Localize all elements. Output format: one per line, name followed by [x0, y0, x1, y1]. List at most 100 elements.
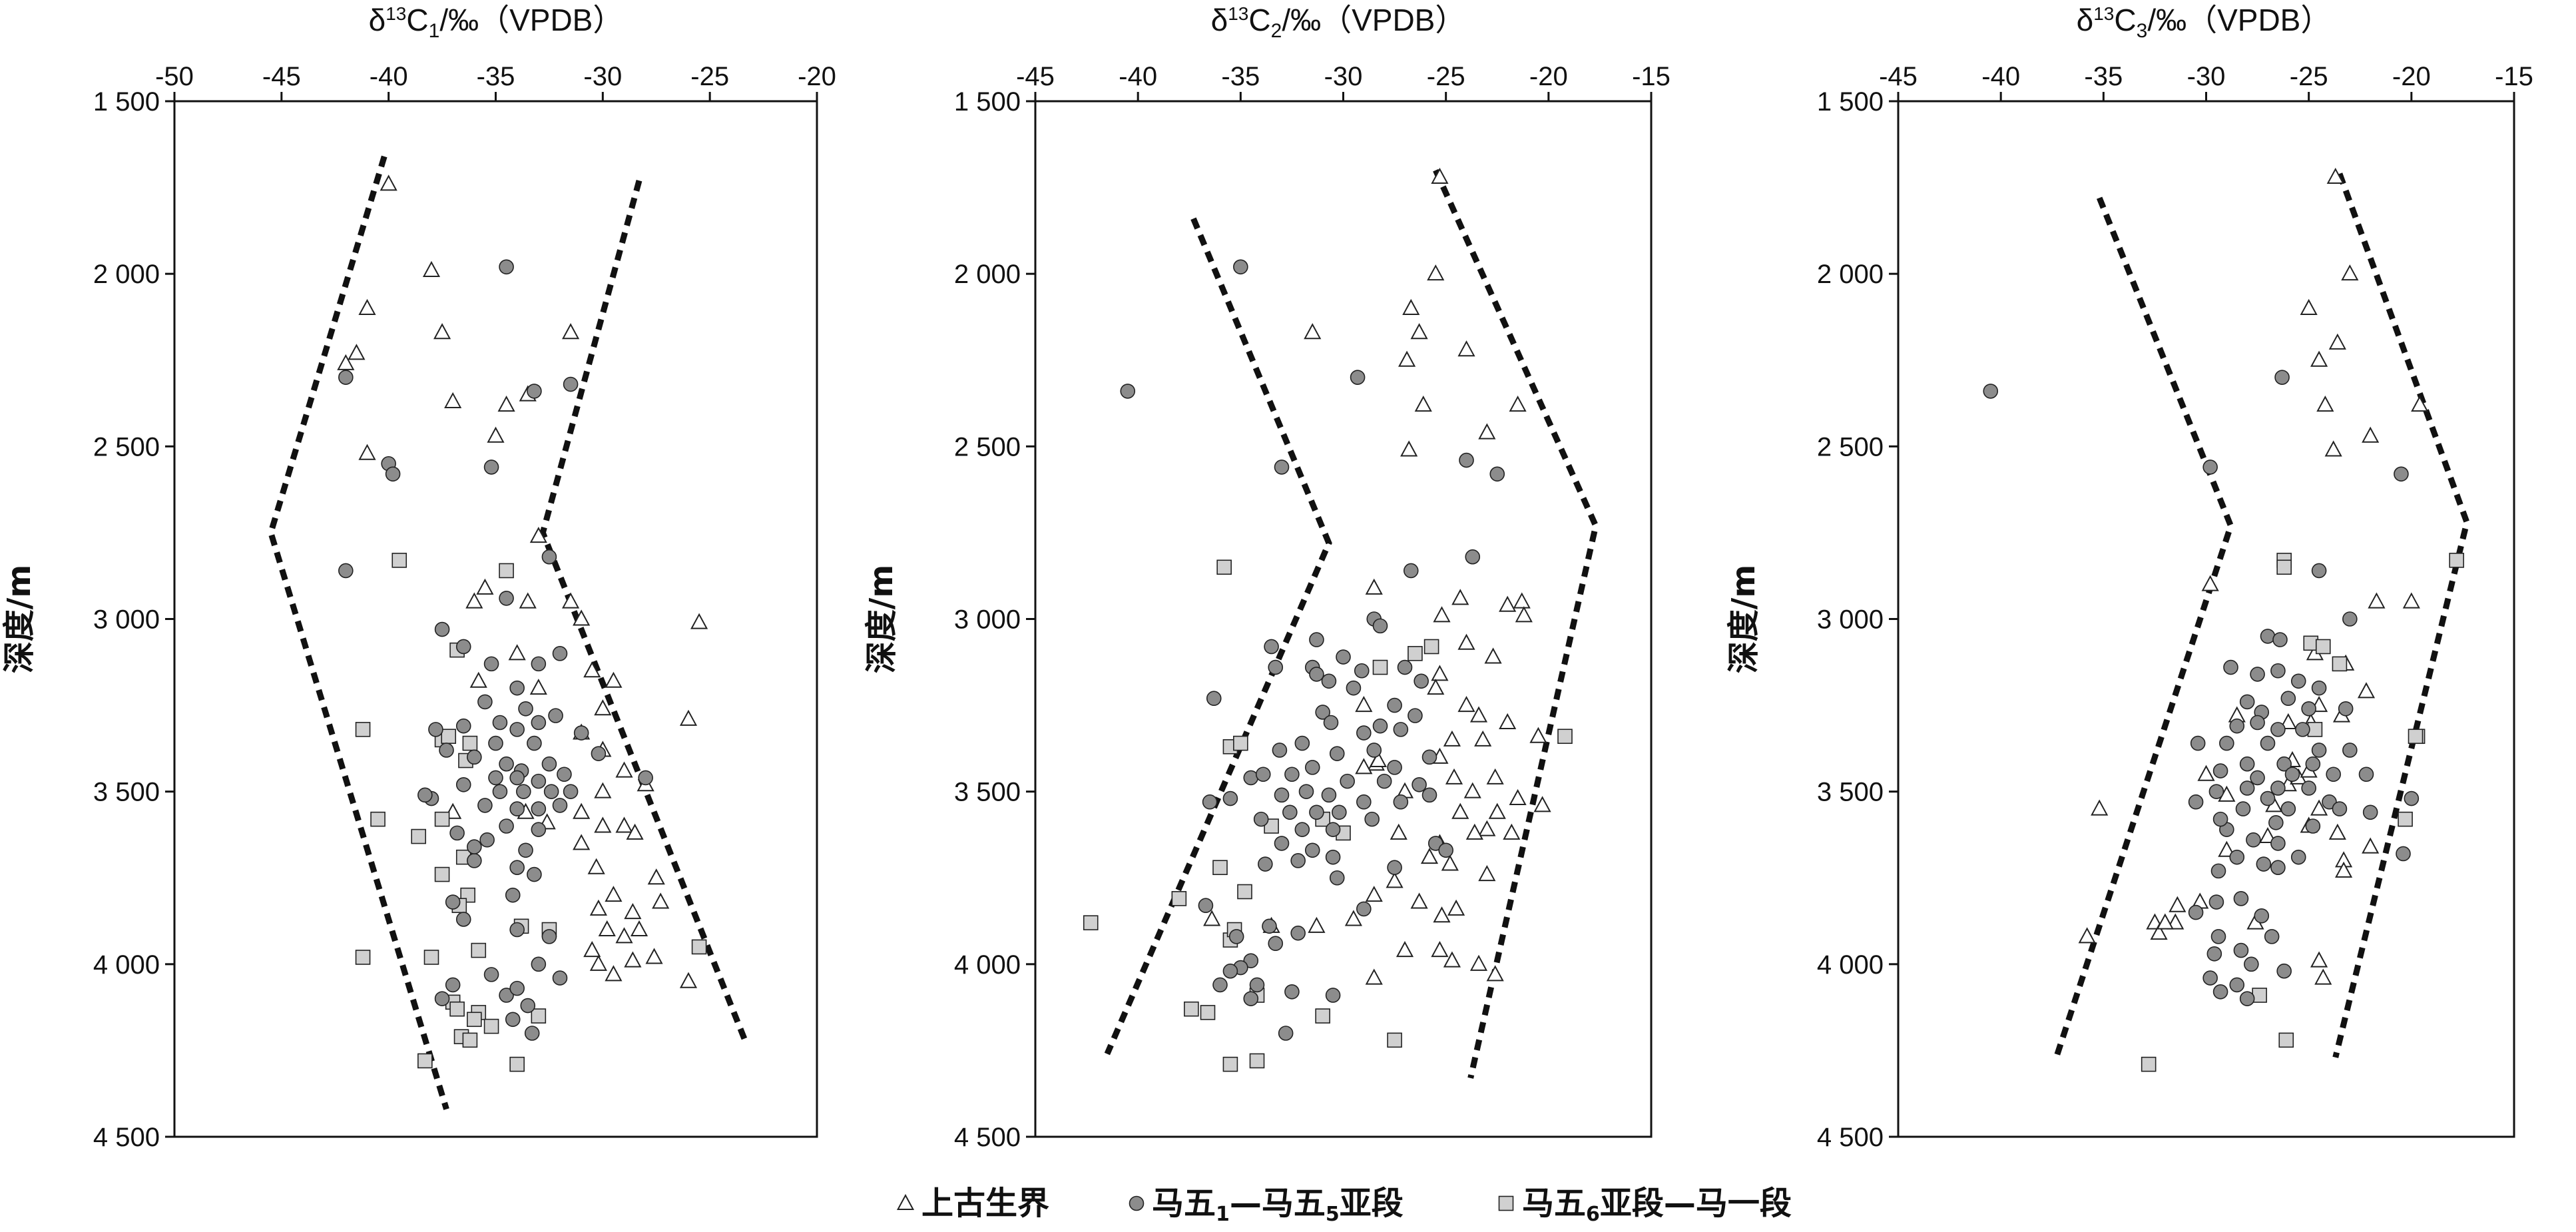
data-point-triangle [1355, 758, 1373, 774]
data-point-triangle [2279, 713, 2297, 729]
data-point-circle [1274, 460, 1290, 475]
data-point-square [1222, 1056, 1238, 1072]
data-point-circle [492, 784, 508, 799]
data-point-circle [338, 370, 354, 385]
data-point-circle [527, 384, 542, 399]
data-point-circle [1356, 725, 1372, 741]
data-point-triangle [529, 527, 547, 543]
data-point-circle [445, 894, 461, 910]
data-point-triangle [1365, 886, 1383, 902]
x-tick-label: -40 [1981, 62, 2020, 91]
data-point-circle [2210, 863, 2226, 879]
data-point-circle [1354, 663, 1370, 679]
data-point-circle [2290, 673, 2306, 689]
data-point-triangle [1533, 796, 1551, 812]
data-point-triangle [2310, 350, 2328, 367]
data-point-circle [505, 887, 521, 903]
data-point-square [449, 1001, 465, 1017]
data-point-circle [527, 866, 542, 882]
data-point-square [1264, 818, 1279, 834]
data-point-triangle [1443, 730, 1461, 747]
data-point-circle [509, 980, 525, 996]
data-point-circle [1222, 963, 1238, 979]
y-tick-label: 2 000 [1817, 260, 1884, 289]
data-point-circle [477, 694, 493, 710]
data-point-circle [445, 977, 461, 993]
trend-envelope-line-2 [539, 180, 750, 1045]
data-point-circle [2272, 632, 2288, 647]
data-point-triangle [2218, 840, 2236, 857]
data-point-triangle [1469, 706, 1488, 723]
y-tick-label: 4 000 [954, 950, 1021, 980]
data-point-circle [1228, 929, 1244, 944]
data-point-circle [2276, 963, 2292, 979]
data-point-triangle [2078, 927, 2096, 944]
data-point-circle [1321, 787, 1337, 803]
data-point-circle [1356, 901, 1372, 917]
data-point-triangle [1410, 892, 1428, 909]
data-point-triangle [2169, 896, 2187, 912]
data-point-circle [2246, 832, 2261, 848]
data-point-triangle [562, 323, 580, 340]
data-point-triangle [1441, 854, 1459, 871]
data-point-triangle [422, 260, 441, 277]
data-point-triangle [1365, 968, 1383, 985]
y-tick-label: 4 500 [954, 1123, 1021, 1152]
data-point-circle [2358, 767, 2374, 782]
data-point-square [441, 729, 457, 745]
data-point-triangle [1402, 298, 1420, 315]
data-point-triangle [1414, 396, 1432, 412]
data-point-square [1171, 891, 1187, 906]
x-tick-label: -15 [2495, 62, 2533, 91]
data-point-triangle [1457, 695, 1475, 713]
data-point-square [2278, 1032, 2294, 1048]
y-tick-label: 2 500 [1817, 432, 1884, 462]
data-point-triangle [624, 951, 642, 968]
scatter-panel-1: -50 -45 -40 -35 -30 -25 -20 1 500 2 000 2 500 3 00… [1, 3, 836, 1152]
data-point-circle [518, 842, 533, 858]
data-point-circle [531, 801, 547, 816]
data-point-triangle [1203, 910, 1221, 926]
data-point-circle [2404, 790, 2420, 806]
data-point-triangle [645, 948, 663, 964]
data-point-circle [541, 756, 557, 772]
data-point-triangle [1431, 167, 1449, 184]
data-point-circle [1309, 667, 1324, 682]
data-point-circle [439, 743, 454, 758]
y-tick-label: 1 500 [93, 87, 160, 117]
data-point-triangle [594, 782, 612, 798]
data-point-circle [1206, 691, 1222, 707]
data-point-square [531, 1008, 547, 1024]
data-point-circle [1294, 735, 1310, 751]
data-point-triangle [1369, 751, 1387, 768]
data-point-triangle [2362, 426, 2380, 443]
data-point-triangle [1499, 713, 1517, 729]
data-point-circle [2274, 370, 2290, 385]
data-point-triangle [573, 834, 591, 850]
data-point-circle [2270, 722, 2286, 737]
data-point-square [1315, 1008, 1330, 1024]
data-point-circle [2212, 984, 2228, 1000]
data-point-square [467, 1012, 482, 1028]
data-point-circle [1350, 370, 1366, 385]
y-axis-label: 深度/m [863, 565, 900, 674]
data-point-triangle [508, 644, 526, 661]
data-point-circle [1282, 804, 1298, 820]
data-point-triangle [583, 661, 601, 678]
data-point-circle [1325, 822, 1341, 837]
data-point-triangle [2357, 682, 2376, 699]
data-point-circle [1284, 984, 1300, 1000]
data-point-circle [1304, 760, 1320, 775]
data-point-circle [1243, 991, 1259, 1006]
data-point-circle [479, 832, 495, 848]
data-point-circle [1346, 680, 1362, 696]
data-point-circle [516, 784, 531, 799]
data-point-circle [2322, 794, 2337, 810]
data-point-square [434, 811, 450, 827]
data-point-triangle [1308, 916, 1326, 933]
data-point-square [499, 563, 514, 579]
data-point-triangle [1451, 802, 1469, 819]
data-point-circle [1329, 870, 1345, 886]
data-point-circle [2250, 770, 2265, 786]
data-point-circle [1364, 811, 1380, 827]
